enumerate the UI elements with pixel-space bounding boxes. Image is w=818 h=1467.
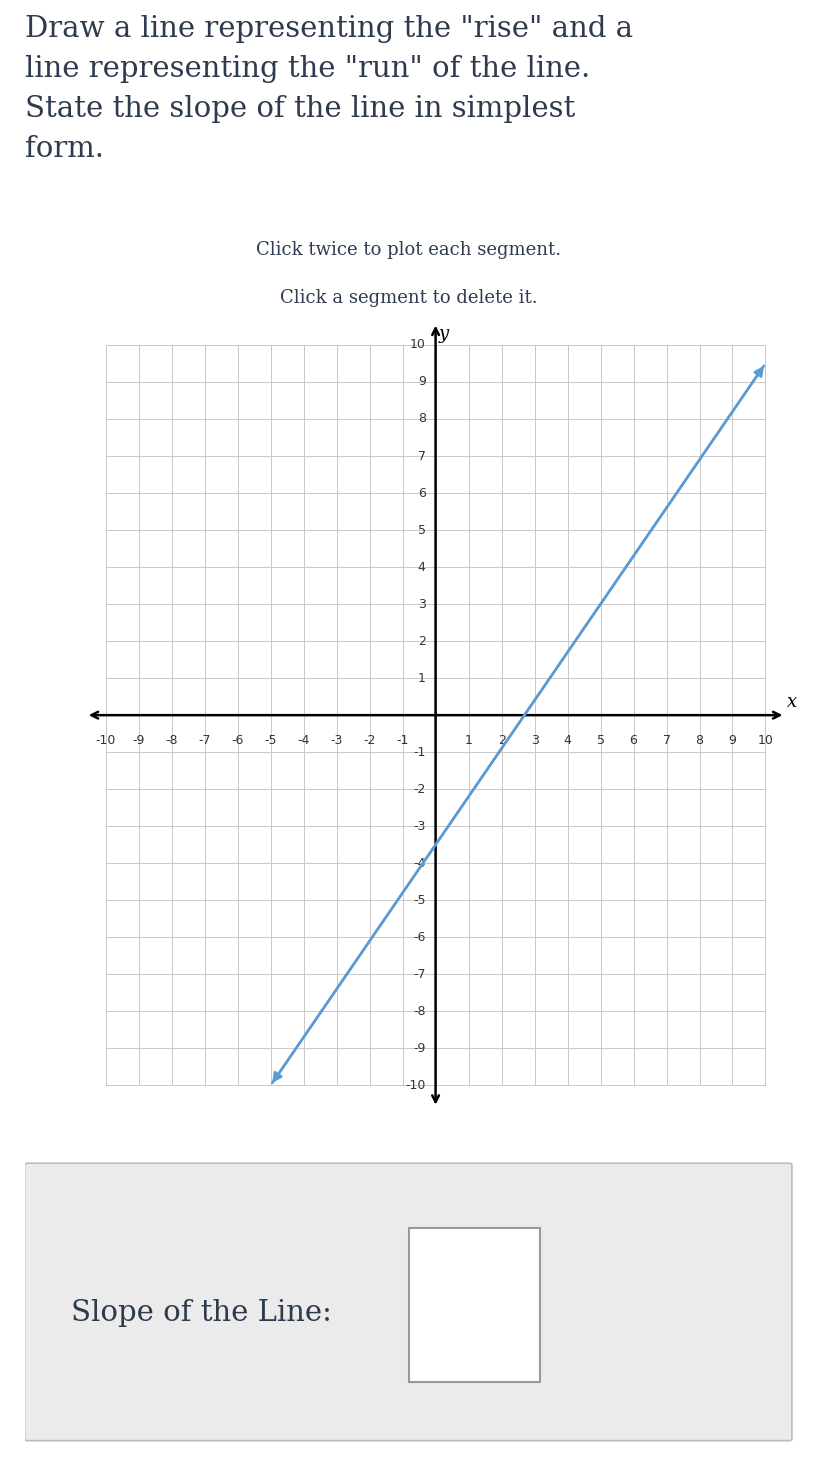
Text: -6: -6 <box>231 734 244 747</box>
Text: 3: 3 <box>418 597 425 610</box>
Text: -2: -2 <box>363 734 375 747</box>
Text: 5: 5 <box>596 734 605 747</box>
Text: 5: 5 <box>418 524 425 537</box>
Text: 8: 8 <box>695 734 703 747</box>
Text: 8: 8 <box>418 412 425 425</box>
Text: -5: -5 <box>413 893 425 907</box>
Text: 1: 1 <box>465 734 473 747</box>
FancyArrowPatch shape <box>274 365 764 1081</box>
Text: 4: 4 <box>418 560 425 574</box>
Text: -1: -1 <box>413 745 425 758</box>
Text: -2: -2 <box>413 783 425 795</box>
Text: -10: -10 <box>96 734 116 747</box>
Text: 6: 6 <box>630 734 637 747</box>
Text: -9: -9 <box>413 1042 425 1055</box>
Text: Draw a line representing the "rise" and a
line representing the "run" of the lin: Draw a line representing the "rise" and … <box>25 15 632 163</box>
Text: 10: 10 <box>757 734 774 747</box>
Text: -8: -8 <box>413 1005 425 1018</box>
Text: 7: 7 <box>418 449 425 462</box>
Bar <box>409 1228 540 1382</box>
Text: 4: 4 <box>564 734 572 747</box>
Text: -4: -4 <box>298 734 310 747</box>
Text: 3: 3 <box>531 734 538 747</box>
Text: 6: 6 <box>418 487 425 500</box>
FancyBboxPatch shape <box>25 1163 792 1441</box>
Text: 9: 9 <box>418 376 425 389</box>
Text: 2: 2 <box>418 635 425 647</box>
Text: Click twice to plot each segment.: Click twice to plot each segment. <box>256 241 562 258</box>
Text: y: y <box>438 324 449 343</box>
Text: 2: 2 <box>497 734 506 747</box>
Text: -7: -7 <box>199 734 211 747</box>
Text: -5: -5 <box>264 734 276 747</box>
Text: -1: -1 <box>397 734 409 747</box>
Text: 9: 9 <box>729 734 736 747</box>
Text: 7: 7 <box>663 734 671 747</box>
Text: -3: -3 <box>413 820 425 833</box>
Text: Click a segment to delete it.: Click a segment to delete it. <box>281 289 537 307</box>
Text: -4: -4 <box>413 857 425 870</box>
Text: -6: -6 <box>413 930 425 943</box>
Text: -10: -10 <box>405 1078 425 1091</box>
Text: -9: -9 <box>133 734 145 747</box>
Text: 10: 10 <box>410 339 425 352</box>
Text: -3: -3 <box>330 734 343 747</box>
Text: -8: -8 <box>165 734 178 747</box>
FancyArrowPatch shape <box>272 368 762 1083</box>
Text: 1: 1 <box>418 672 425 685</box>
Text: -7: -7 <box>413 968 425 981</box>
Text: x: x <box>787 694 797 711</box>
Text: Slope of the Line:: Slope of the Line: <box>70 1300 331 1328</box>
